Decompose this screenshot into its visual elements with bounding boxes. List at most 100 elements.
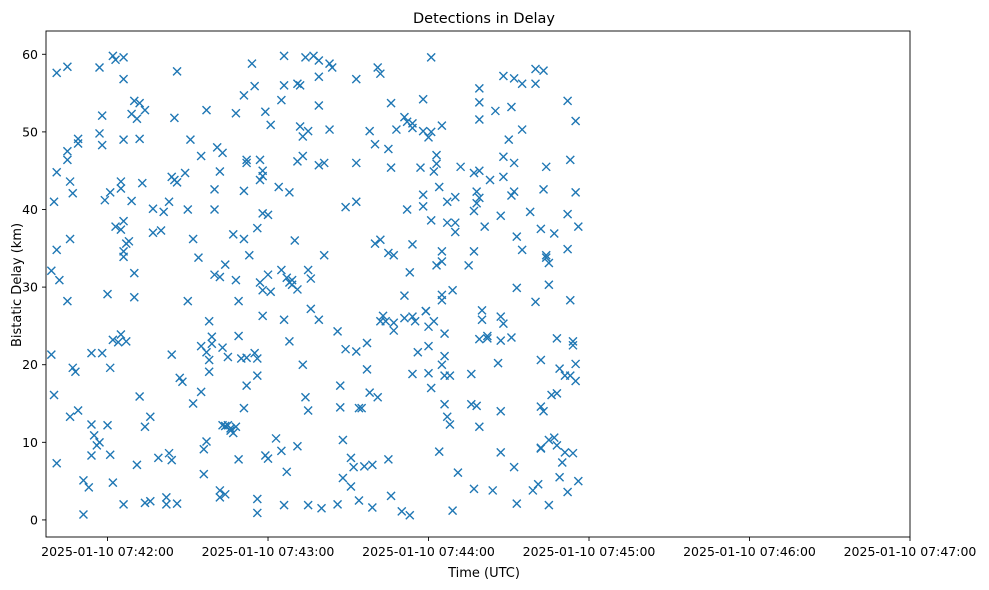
data-point <box>298 151 308 161</box>
data-point <box>73 406 83 415</box>
data-point <box>349 462 359 472</box>
data-point <box>490 106 500 116</box>
data-point <box>137 178 147 188</box>
y-tick-label: 10 <box>22 435 38 450</box>
data-point <box>279 51 289 61</box>
data-point <box>258 285 268 295</box>
data-point <box>399 313 409 323</box>
data-point <box>148 204 158 214</box>
data-point <box>539 184 549 194</box>
data-point <box>215 166 225 176</box>
data-point <box>389 318 399 328</box>
data-point <box>95 62 104 72</box>
data-point <box>54 275 64 285</box>
data-point <box>429 316 439 326</box>
data-point <box>52 458 62 468</box>
data-point <box>276 265 286 275</box>
data-point <box>325 59 335 69</box>
data-point <box>279 315 289 325</box>
data-point <box>474 422 484 432</box>
data-point <box>89 430 99 440</box>
data-point <box>351 347 361 357</box>
data-point <box>573 476 583 486</box>
data-point <box>544 435 554 445</box>
data-point <box>469 484 479 494</box>
data-point <box>469 168 479 178</box>
data-point <box>517 79 527 89</box>
x-tick-label: 2025-01-10 07:44:00 <box>362 544 495 559</box>
x-axis-label: Time (UTC) <box>447 566 520 581</box>
data-point <box>485 175 495 185</box>
data-point <box>474 334 484 344</box>
data-point <box>231 275 241 285</box>
data-point <box>239 234 249 244</box>
data-point <box>440 351 450 361</box>
data-point <box>202 105 211 115</box>
data-point <box>373 62 383 72</box>
data-point <box>399 291 409 301</box>
data-point <box>65 412 75 422</box>
data-point <box>477 305 487 315</box>
data-point <box>424 368 434 378</box>
data-point <box>544 500 554 510</box>
data-point <box>116 329 126 339</box>
data-point <box>563 96 573 106</box>
data-point <box>135 134 145 144</box>
data-point <box>65 234 75 244</box>
data-point <box>448 285 458 295</box>
plot-frame <box>45 30 911 538</box>
data-point <box>276 95 286 105</box>
data-point <box>496 336 506 346</box>
data-point <box>453 468 463 478</box>
data-point <box>531 64 541 74</box>
data-point <box>113 337 123 347</box>
data-point <box>306 274 316 284</box>
data-point <box>292 441 302 451</box>
data-point <box>220 489 230 499</box>
data-point <box>52 245 62 255</box>
data-point <box>175 373 185 383</box>
data-point <box>351 74 361 84</box>
data-point <box>573 222 583 232</box>
data-point <box>418 190 428 200</box>
data-point <box>370 139 380 149</box>
data-point <box>252 354 262 363</box>
data-point <box>204 316 214 326</box>
data-point <box>119 135 129 145</box>
data-point <box>429 166 439 176</box>
data-point <box>568 448 578 458</box>
data-point <box>346 453 356 463</box>
data-point <box>129 268 139 278</box>
data-point <box>421 306 431 316</box>
data-point <box>108 51 118 61</box>
data-point <box>279 500 289 510</box>
data-point <box>111 55 121 65</box>
data-point <box>242 381 252 391</box>
data-point <box>252 508 262 518</box>
data-point <box>351 197 361 207</box>
data-point <box>563 209 573 219</box>
data-point <box>199 444 209 454</box>
x-axis: 2025-01-10 07:42:00 2025-01-10 07:43:00 20… <box>41 537 976 559</box>
data-point <box>536 224 546 234</box>
data-point <box>557 458 567 467</box>
data-point <box>407 123 417 133</box>
data-point <box>244 250 254 260</box>
data-point <box>135 392 145 402</box>
data-point <box>383 454 393 464</box>
data-point <box>437 121 447 131</box>
data-point <box>367 460 377 470</box>
data-point <box>456 162 466 172</box>
data-point <box>52 167 62 177</box>
data-point <box>531 297 541 307</box>
data-point <box>116 184 126 194</box>
data-point <box>571 359 581 369</box>
data-point <box>541 250 551 260</box>
data-point <box>119 74 129 84</box>
data-point <box>541 253 551 263</box>
plot-area <box>46 31 910 537</box>
data-point <box>228 229 238 239</box>
data-point <box>218 343 228 353</box>
data-point <box>124 236 134 246</box>
y-tick-label: 50 <box>22 124 38 139</box>
